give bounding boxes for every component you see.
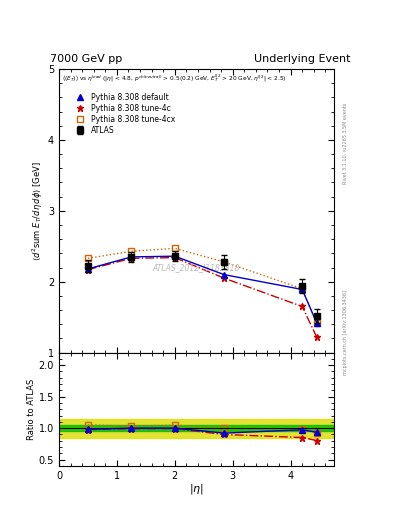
Line: Pythia 8.308 default: Pythia 8.308 default: [85, 253, 320, 326]
Pythia 8.308 tune-4cx: [314, 321, 319, 327]
Pythia 8.308 tune-4c: [300, 304, 305, 310]
Text: $\langle(E_T)\rangle$ vs $\eta^{lead}$ ($|\eta|$ < 4.8, $p^{ch(neutral)}$ > 0.5(: $\langle(E_T)\rangle$ vs $\eta^{lead}$ (…: [62, 72, 286, 83]
Y-axis label: Ratio to ATLAS: Ratio to ATLAS: [27, 378, 36, 440]
Pythia 8.308 default: [86, 266, 90, 272]
Text: 7000 GeV pp: 7000 GeV pp: [50, 54, 123, 64]
Pythia 8.308 tune-4cx: [300, 286, 305, 292]
Y-axis label: $\langle d^2\mathrm{sum}\ E_T / d\eta\, d\phi\rangle$ [GeV]: $\langle d^2\mathrm{sum}\ E_T / d\eta\, …: [31, 161, 45, 261]
Legend: Pythia 8.308 default, Pythia 8.308 tune-4c, Pythia 8.308 tune-4cx, ATLAS: Pythia 8.308 default, Pythia 8.308 tune-…: [68, 90, 178, 138]
Text: ATLAS_2012_I1183818: ATLAS_2012_I1183818: [153, 263, 240, 272]
Pythia 8.308 tune-4cx: [222, 259, 226, 265]
Pythia 8.308 default: [173, 253, 177, 259]
Pythia 8.308 tune-4c: [173, 254, 177, 261]
Text: Rivet 3.1.10, \u2265 3.5M events: Rivet 3.1.10, \u2265 3.5M events: [343, 103, 348, 184]
Bar: [59, 419, 334, 438]
Text: Underlying Event: Underlying Event: [254, 54, 351, 64]
Pythia 8.308 tune-4cx: [129, 248, 134, 254]
Pythia 8.308 default: [300, 286, 305, 292]
Pythia 8.308 tune-4cx: [173, 245, 177, 251]
Pythia 8.308 tune-4c: [222, 275, 226, 281]
X-axis label: $|\eta|$: $|\eta|$: [189, 482, 204, 496]
Pythia 8.308 default: [314, 319, 319, 326]
Pythia 8.308 tune-4c: [314, 334, 319, 340]
Line: Pythia 8.308 tune-4cx: Pythia 8.308 tune-4cx: [85, 246, 320, 326]
Bar: [59, 425, 334, 431]
Text: mcplots.cern.ch [arXiv:1306.3436]: mcplots.cern.ch [arXiv:1306.3436]: [343, 290, 348, 375]
Pythia 8.308 default: [129, 254, 134, 260]
Pythia 8.308 default: [222, 271, 226, 278]
Pythia 8.308 tune-4c: [86, 267, 90, 273]
Pythia 8.308 tune-4cx: [86, 255, 90, 262]
Line: Pythia 8.308 tune-4c: Pythia 8.308 tune-4c: [84, 254, 320, 340]
Pythia 8.308 tune-4c: [129, 255, 134, 262]
